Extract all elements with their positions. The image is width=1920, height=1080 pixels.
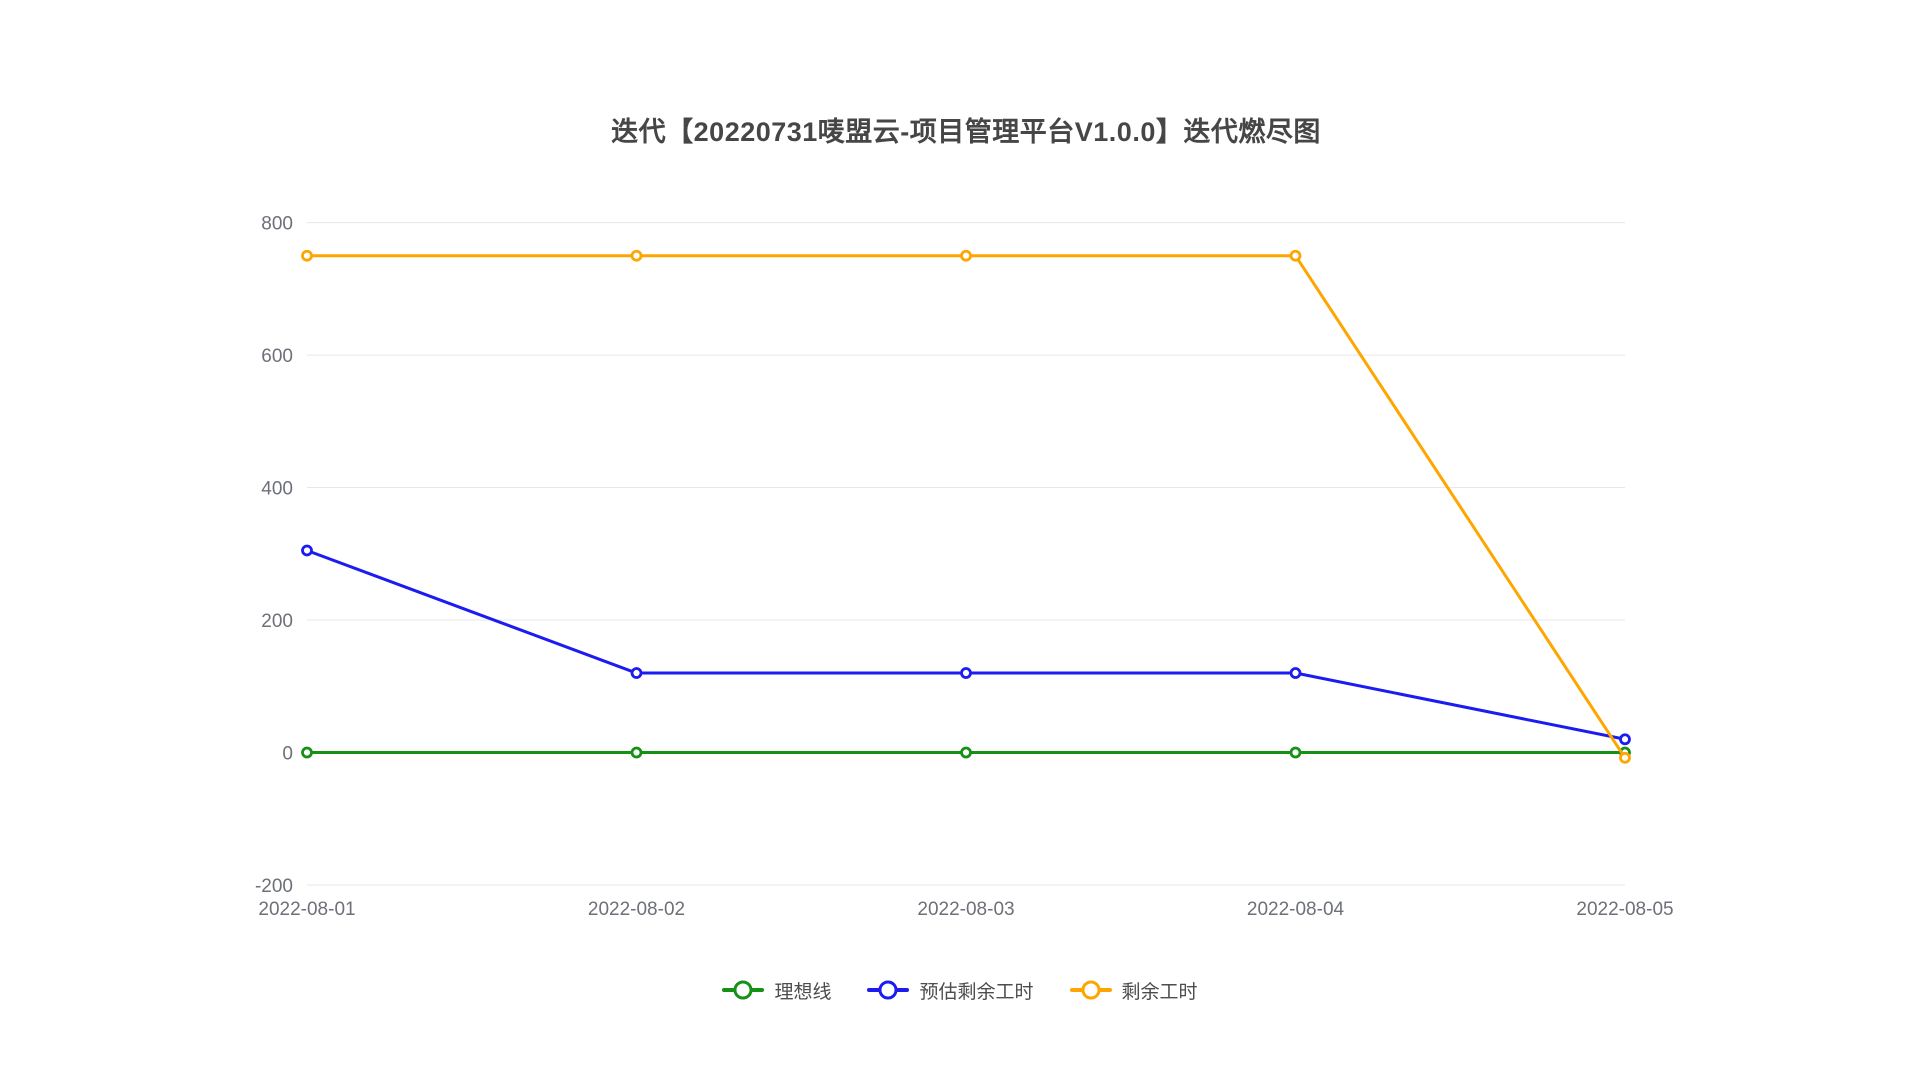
data-point-estimated-remaining[interactable] (960, 667, 972, 679)
x-axis-tick-label: 2022-08-02 (588, 899, 685, 920)
x-axis-tick-label: 2022-08-04 (1247, 899, 1345, 920)
legend-item-ideal[interactable]: 理想线 (722, 977, 831, 1004)
data-point-remaining[interactable] (630, 249, 643, 262)
legend-line-circle-icon (1069, 979, 1112, 1001)
data-point-remaining[interactable] (1289, 249, 1302, 262)
data-point-ideal[interactable] (960, 746, 972, 759)
data-point-remaining[interactable] (1619, 751, 1631, 764)
x-axis-tick-label: 2022-08-03 (917, 899, 1014, 920)
data-point-remaining[interactable] (301, 249, 313, 262)
legend-item-remaining[interactable]: 剩余工时 (1069, 977, 1198, 1004)
y-axis-tick-label: -200 (255, 876, 293, 897)
series-line-estimated-remaining (305, 548, 1627, 741)
legend-item-estimated-remaining[interactable]: 预估剩余工时 (867, 977, 1034, 1004)
data-point-remaining[interactable] (960, 249, 972, 262)
data-point-estimated-remaining[interactable] (630, 667, 643, 679)
legend-item-label: 预估剩余工时 (919, 981, 1034, 1003)
data-point-ideal[interactable] (1289, 746, 1302, 759)
series-line-remaining (305, 254, 1627, 760)
data-point-estimated-remaining[interactable] (1289, 667, 1302, 679)
legend-item-label: 剩余工时 (1121, 981, 1198, 1003)
x-axis-tick-label: 2022-08-05 (1576, 899, 1673, 920)
y-axis-tick-label: 0 (282, 744, 293, 765)
data-point-ideal[interactable] (301, 746, 313, 759)
data-point-estimated-remaining[interactable] (301, 544, 313, 557)
legend-line-circle-icon (867, 979, 910, 1001)
chart-title: 迭代【20220731唛盟云-项目管理平台V1.0.0】迭代燃尽图 (611, 117, 1321, 147)
x-axis-tick-label: 2022-08-01 (258, 899, 355, 920)
data-point-estimated-remaining[interactable] (1619, 733, 1631, 746)
data-point-ideal[interactable] (630, 746, 643, 759)
y-axis-tick-label: 200 (261, 611, 293, 632)
y-axis-tick-label: 600 (261, 346, 293, 367)
legend: 理想线 预估剩余工时 剩余工时 (0, 970, 1920, 1010)
y-axis-tick-label: 400 (261, 479, 293, 500)
y-axis-tick-label: 800 (261, 214, 293, 235)
legend-item-label: 理想线 (774, 981, 832, 1003)
legend-line-circle-icon (722, 979, 765, 1001)
